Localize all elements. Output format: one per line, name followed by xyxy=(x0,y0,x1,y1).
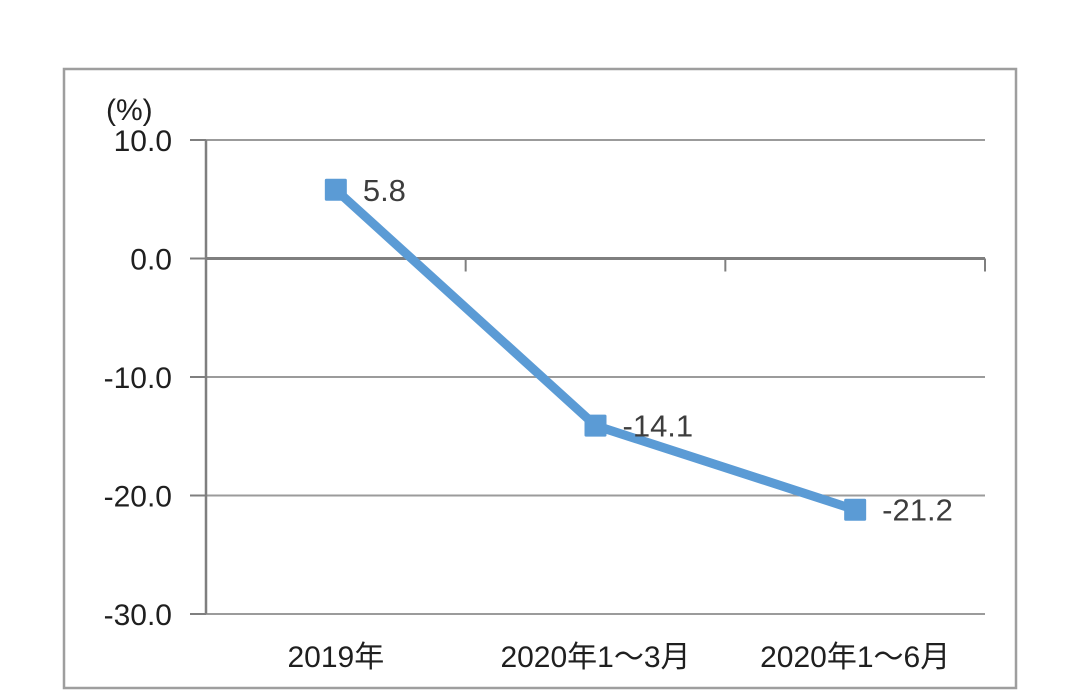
y-tick-label: -10.0 xyxy=(104,362,172,395)
y-tick-label: -30.0 xyxy=(104,599,172,632)
data-point-label: 5.8 xyxy=(363,173,406,208)
y-tick-label: 0.0 xyxy=(130,244,172,277)
y-tick-label: -20.0 xyxy=(104,481,172,514)
data-point-label: -14.1 xyxy=(623,409,694,444)
x-category-label: 2019年 xyxy=(287,641,384,674)
data-point-marker xyxy=(844,498,867,521)
y-tick-label: 10.0 xyxy=(114,125,172,158)
x-category-label: 2020年1～6月 xyxy=(760,641,950,674)
x-category-label: 2020年1～3月 xyxy=(500,641,690,674)
data-point-label: -21.2 xyxy=(882,493,953,528)
data-point-marker xyxy=(324,178,347,201)
y-axis-unit-label: (%) xyxy=(106,94,153,127)
data-point-marker xyxy=(584,414,607,437)
